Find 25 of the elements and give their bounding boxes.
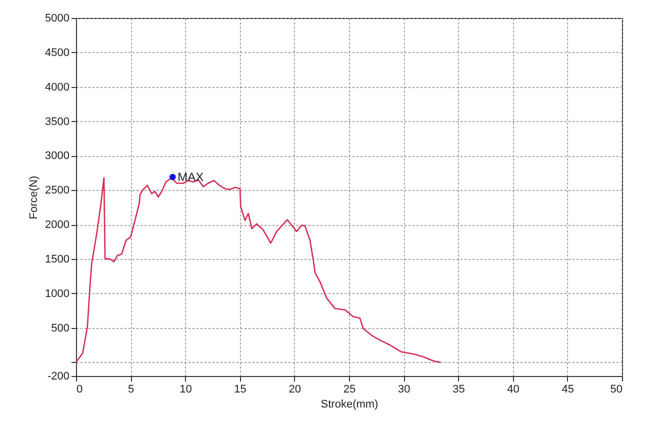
y-axis-title: Force(N) [28,176,40,220]
x-tick-label: 40 [507,384,520,396]
y-tick-label: 1000 [45,288,70,300]
x-tick-label: 35 [452,384,465,396]
x-tick-label: 25 [343,384,356,396]
x-tick-label: 20 [288,384,302,396]
y-tick-label: 3500 [45,116,70,128]
x-tick-label: 10 [180,384,192,396]
y-tick-label: 2500 [45,184,70,197]
y-tick-label: 2000 [45,219,70,232]
y-tick-label: 4500 [45,46,70,59]
annotation: MAX [178,170,204,184]
x-axis-title: Stroke(mm) [320,398,378,410]
x-tick-label: 0 [76,384,83,396]
x-tick-label: 45 [562,384,574,396]
x-tick-label: 30 [398,384,410,396]
x-tick-label: 15 [234,384,246,396]
y-tick-label: 1500 [45,253,70,266]
y-tick-label: 5000 [45,12,70,24]
x-tick-label: 5 [128,384,134,396]
y-tick-label: 500 [51,322,70,334]
y-tick-label: 3000 [45,150,70,162]
y-tick-label: -200 [47,370,70,382]
x-tick-label: 50 [610,384,622,396]
y-tick-label: 4000 [45,81,70,94]
